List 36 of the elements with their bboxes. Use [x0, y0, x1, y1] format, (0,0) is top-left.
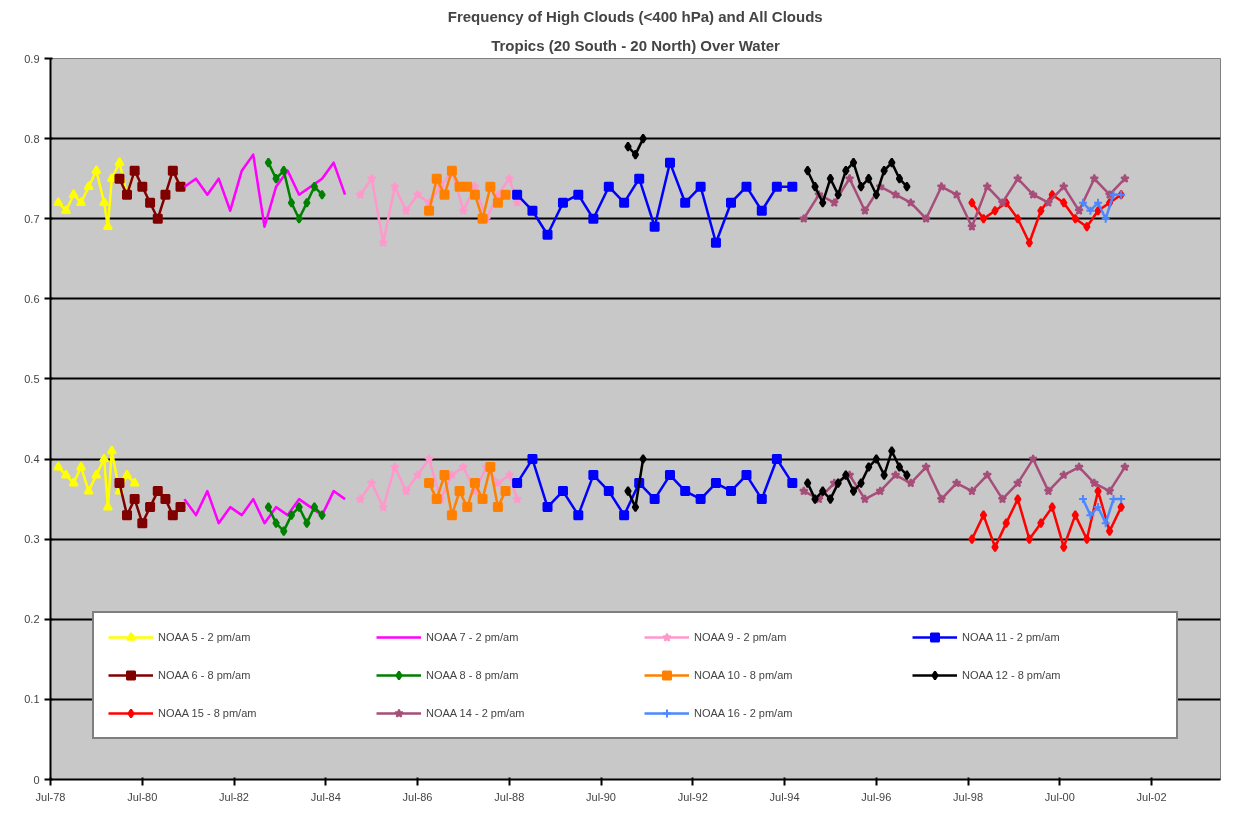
chart-title: Frequency of High Clouds (<400 hPa) and All Clouds: [447, 7, 823, 25]
y-tick-label: 0: [33, 773, 40, 786]
legend-label: NOAA 6 - 8 pm/am: [158, 669, 252, 681]
x-tick-label: Jul-02: [1136, 790, 1167, 803]
x-tick-label: Jul-80: [127, 790, 158, 803]
chart-subtitle: Tropics (20 South - 20 North) Over Water: [491, 36, 780, 54]
legend-label: NOAA 10 - 8 pm/am: [694, 669, 794, 681]
y-tick-label: 0.5: [24, 372, 40, 385]
x-tick-label: Jul-86: [402, 790, 433, 803]
y-tick-label: 0.8: [24, 132, 40, 145]
x-tick-label: Jul-84: [310, 790, 341, 803]
legend-label: NOAA 14 - 2 pm/am: [426, 707, 526, 719]
y-tick-label: 0.1: [24, 693, 40, 706]
legend-label: NOAA 12 - 8 pm/am: [962, 669, 1062, 681]
y-tick-label: 0.2: [24, 613, 40, 626]
x-tick-label: Jul-94: [769, 790, 800, 803]
y-tick-label: 0.4: [24, 453, 40, 466]
legend-label: NOAA 16 - 2 pm/am: [694, 707, 794, 719]
x-tick-label: Jul-88: [494, 790, 525, 803]
legend-label: NOAA 7 - 2 pm/am: [426, 631, 520, 643]
x-tick-label: Jul-92: [677, 790, 708, 803]
legend-label: NOAA 15 - 8 pm/am: [158, 707, 258, 719]
y-tick-label: 0.9: [24, 52, 40, 65]
x-tick-label: Jul-98: [953, 790, 984, 803]
legend-label: NOAA 8 - 8 pm/am: [426, 669, 520, 681]
legend-label: NOAA 9 - 2 pm/am: [694, 631, 788, 643]
x-tick-label: Jul-96: [861, 790, 892, 803]
y-tick-label: 0.3: [24, 533, 40, 546]
y-tick-label: 0.6: [24, 292, 40, 305]
x-tick-label: Jul-90: [586, 790, 617, 803]
x-tick-label: Jul-82: [219, 790, 249, 803]
y-tick-label: 0.7: [24, 212, 40, 225]
legend-label: NOAA 11 - 2 pm/am: [962, 631, 1061, 643]
x-tick-label: Jul-78: [35, 790, 66, 803]
x-tick-label: Jul-00: [1044, 790, 1075, 803]
legend-label: NOAA 5 - 2 pm/am: [158, 631, 252, 643]
